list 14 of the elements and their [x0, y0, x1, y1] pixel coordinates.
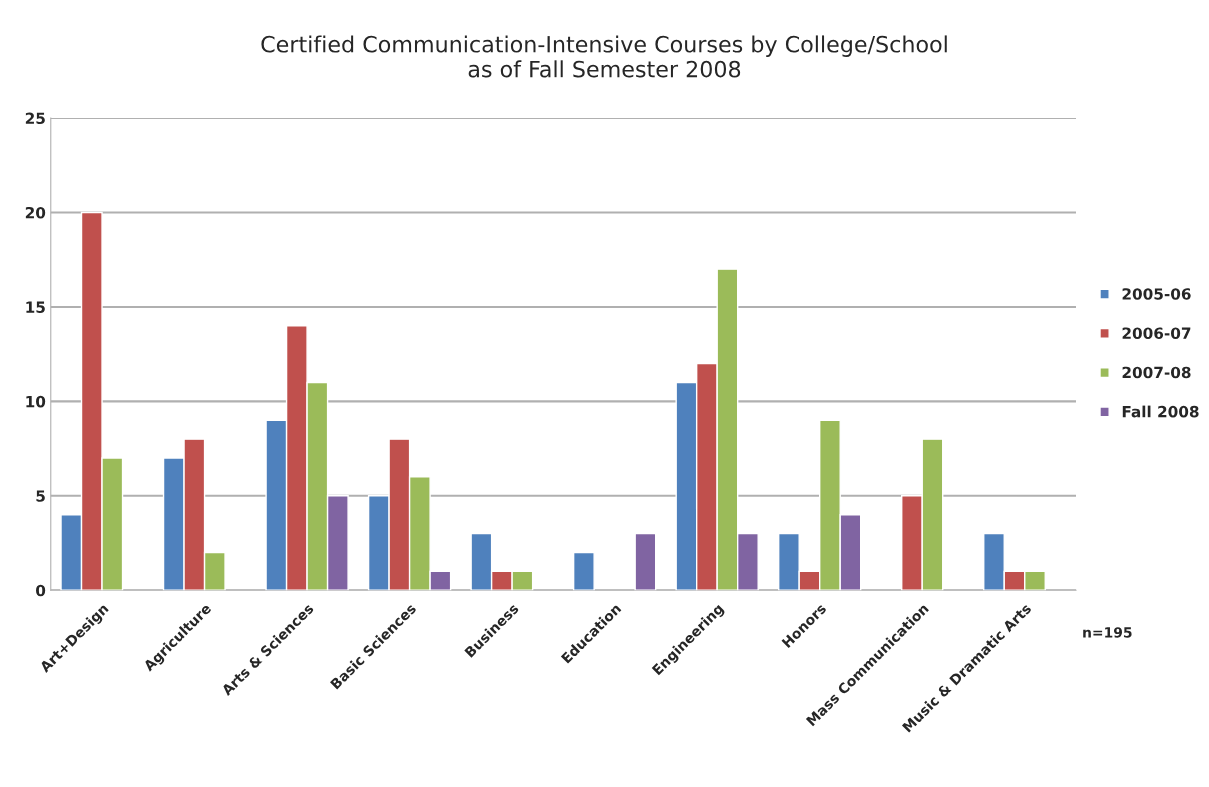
legend-label: Fall 2008 — [1122, 405, 1199, 418]
y-tick-label: 20 — [25, 206, 46, 219]
bar — [572, 551, 595, 591]
legend-label: 2005-06 — [1122, 288, 1191, 300]
y-tick-label: 10 — [26, 395, 46, 408]
chart-title: Certified Communication-Intensive Courses by College/School as of Fall Semester 2008 — [261, 35, 947, 78]
legend-label: 2007-08 — [1122, 366, 1191, 379]
legend-label: 2006-07 — [1122, 327, 1191, 339]
y-tick-label: 5 — [36, 490, 45, 502]
y-tick-label: 0 — [36, 584, 46, 597]
y-tick-label: 25 — [25, 112, 45, 125]
y-tick-label: 15 — [26, 301, 45, 313]
text: n=195 — [1083, 627, 1132, 638]
bar — [634, 532, 657, 591]
